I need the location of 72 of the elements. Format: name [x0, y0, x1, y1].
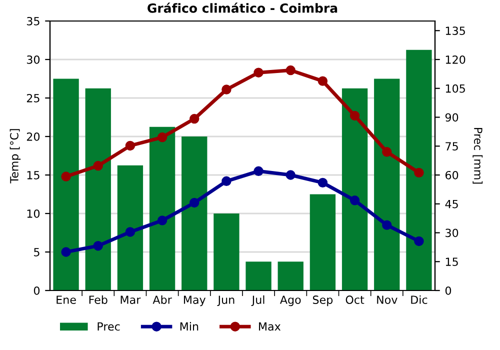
bar: [53, 78, 79, 290]
point: [318, 178, 328, 188]
point: [286, 170, 296, 180]
bar: [85, 88, 111, 290]
point: [61, 247, 71, 257]
x-tick-label: Mar: [120, 296, 141, 304]
bar: [182, 136, 208, 290]
bar: [406, 50, 432, 290]
point: [254, 68, 264, 78]
x-tick-label: Nov: [377, 296, 398, 304]
point: [93, 160, 103, 171]
point: [93, 240, 103, 251]
y-tick-label: 15: [27, 171, 40, 180]
y-axis-title: Temp [°C]: [10, 129, 21, 184]
bar: [342, 88, 368, 290]
y2-tick-label: 105: [446, 84, 465, 93]
bar: [246, 262, 272, 290]
point: [190, 114, 200, 124]
chart-title: Gráfico climático - Coimbra: [148, 2, 338, 13]
y-tick-label: 5: [34, 248, 40, 256]
point: [157, 216, 168, 226]
point: [286, 65, 296, 76]
point: [125, 227, 136, 237]
legend-label: Max: [259, 322, 281, 331]
x-tick-label: May: [184, 296, 206, 306]
x-tick-label: Oct: [346, 296, 364, 304]
point: [414, 236, 424, 246]
point: [318, 76, 328, 86]
y2-tick-label: 75: [446, 142, 458, 151]
y2-tick-label: 120: [446, 55, 466, 64]
legend-label: Min: [180, 322, 198, 331]
legend-label: Prec: [98, 322, 120, 331]
point: [414, 168, 424, 178]
bar: [149, 126, 176, 290]
y-tick-label: 20: [26, 132, 40, 141]
point: [190, 198, 200, 208]
x-tick-label: Sep: [312, 296, 333, 306]
point: [350, 110, 360, 121]
y2-tick-label: 90: [445, 113, 458, 122]
point: [157, 132, 168, 142]
y2-tick-label: 135: [446, 26, 465, 36]
y-tick-label: 35: [26, 16, 40, 26]
x-tick-label: Ago: [280, 296, 301, 306]
x-tick-label: Dic: [411, 295, 428, 304]
y2-tick-label: 60: [446, 170, 458, 180]
point: [222, 84, 232, 94]
y-tick-label: 30: [26, 55, 40, 64]
y2-axis-title: Prec [mm]: [472, 128, 483, 184]
x-tick-label: Ene: [56, 296, 76, 304]
y-tick-label: 25: [26, 94, 40, 102]
point: [382, 220, 392, 230]
y2-tick-label: 30: [446, 228, 458, 238]
bar: [214, 214, 240, 290]
bar: [374, 78, 400, 290]
bar: [310, 194, 336, 290]
x-tick-label: Jun: [217, 296, 234, 306]
y2-tick-label: 15: [446, 258, 458, 266]
y-tick-label: 10: [27, 209, 40, 218]
point: [382, 147, 392, 157]
bar: [278, 262, 304, 290]
x-tick-label: Abr: [152, 295, 172, 304]
y2-tick-label: 45: [445, 200, 458, 208]
point: [350, 196, 360, 206]
point: [61, 172, 71, 182]
x-tick-label: Feb: [89, 295, 108, 304]
point: [254, 166, 264, 176]
y2-tick-label: 0: [445, 286, 452, 295]
bar: [117, 165, 144, 290]
x-tick-label: Jul: [251, 295, 264, 306]
y-tick-label: 0: [34, 286, 40, 295]
point: [222, 176, 232, 186]
point: [125, 140, 136, 151]
